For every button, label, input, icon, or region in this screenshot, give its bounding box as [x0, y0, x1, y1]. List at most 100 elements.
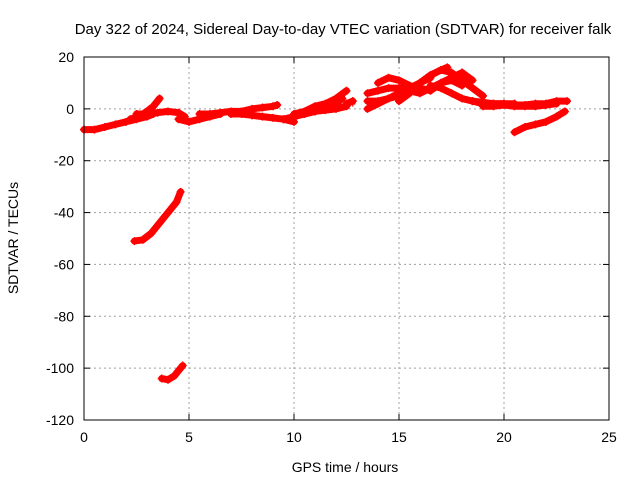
series-14-point-5: [447, 68, 456, 77]
series-20-point-2: [170, 371, 179, 380]
series-5-point-2: [248, 111, 256, 120]
series-2-point-2: [153, 108, 162, 117]
series-11-point-0: [363, 89, 372, 98]
isolated-marker-0: +: [185, 115, 192, 129]
series-16-point-0: [468, 97, 477, 106]
series-15-point-0: [426, 81, 435, 90]
series-2-point-0: [132, 110, 141, 119]
series-20-point-0: [157, 374, 166, 383]
series-18-point-1: [521, 123, 529, 132]
series-17-point-5: [531, 102, 540, 111]
series-19-point-2: [147, 229, 156, 238]
series-4-point-6: [258, 103, 267, 112]
series-18-point-0: [510, 128, 519, 137]
series-5-point-1: [237, 110, 246, 119]
x-tick-label-5: 25: [601, 429, 617, 445]
series-7-point-5: [342, 86, 351, 95]
series-3-point-0: [174, 115, 183, 124]
y-axis-label: SDTVAR / TECUs: [5, 182, 21, 294]
series-17-point-0: [479, 102, 487, 111]
series-17-point-4: [521, 102, 529, 111]
series-14-point-7: [468, 84, 477, 93]
series-14-point-1: [405, 89, 414, 98]
series-3-point-1: [185, 117, 193, 126]
series-1-point-3: [149, 102, 158, 111]
series-17-point-6: [542, 100, 550, 109]
series-8-point-0: [300, 110, 309, 119]
series-19-point-0: [130, 237, 139, 246]
y-tick-label-1: 0: [66, 101, 74, 117]
series-1-point-4: [155, 94, 164, 103]
series-11-point-1: [374, 86, 382, 95]
series-0-point-2: [101, 123, 109, 132]
series-7-point-4: [332, 94, 340, 103]
x-axis-label: GPS time / hours: [292, 459, 399, 475]
series-19-point-3: [155, 218, 164, 227]
axis-layer: 0 5 10 15 20 25 20 0 -20 -40 -60 -80 -100 -120: [46, 49, 617, 445]
series-8-point-1: [311, 107, 319, 116]
series-2-point-3: [164, 107, 172, 116]
y-tick-label-6: -100: [46, 360, 74, 376]
series-4-point-8: [273, 100, 282, 109]
series-14-point-2: [416, 78, 424, 87]
x-tick-label-1: 5: [185, 429, 193, 445]
series-19-point-1: [138, 235, 147, 244]
series-2-point-1: [143, 110, 151, 119]
series-11-point-2: [384, 84, 393, 93]
series-5-point-4: [269, 113, 277, 122]
x-tick-label-4: 20: [496, 429, 512, 445]
series-17-point-1: [489, 102, 498, 111]
series-0-point-1: [90, 125, 99, 134]
series-20-point-4: [178, 361, 187, 370]
y-tick-label-2: -20: [54, 153, 74, 169]
series-4-point-0: [195, 110, 204, 119]
series-6-point-0: [279, 115, 288, 124]
series-15-point-2: [447, 89, 456, 98]
series-14-point-0: [395, 97, 403, 106]
series-7-point-0: [290, 110, 298, 119]
series-8-point-2: [321, 106, 330, 115]
series-13-point-1: [384, 73, 393, 82]
series-19-point-6: [176, 187, 185, 196]
series-13-point-0: [374, 78, 382, 87]
series-18-point-2: [531, 120, 540, 129]
series-4-point-2: [216, 108, 225, 117]
y-tick-label-3: -40: [54, 205, 74, 221]
series-18-point-5: [560, 107, 569, 116]
series-16-point-9: [563, 97, 571, 106]
isolated-marker-1: ‡: [349, 95, 356, 109]
series-20-point-3: [174, 366, 183, 375]
y-tick-label-7: -120: [46, 412, 74, 428]
series-15-point-1: [437, 84, 445, 93]
series-13-point-2: [395, 76, 403, 85]
series-14-point-3: [426, 71, 435, 80]
x-tick-label-2: 10: [286, 429, 302, 445]
series-12-point-0: [363, 97, 372, 106]
series-0-point-3: [111, 120, 120, 129]
series-trace-19: [130, 188, 185, 245]
series-12-point-1: [374, 97, 382, 106]
series-20-point-1: [164, 375, 172, 384]
series-13-point-8: [458, 68, 466, 77]
series-15-point-3: [458, 94, 466, 103]
series-19-point-5: [172, 198, 181, 207]
series-18-point-3: [542, 117, 550, 126]
series-14-point-6: [458, 76, 466, 85]
series-17-point-7: [552, 99, 561, 108]
y-tick-label-0: 20: [58, 49, 74, 65]
series-8-point-3: [332, 104, 340, 113]
series-13-point-9: [468, 76, 477, 85]
series-19-point-4: [164, 208, 172, 217]
x-tick-label-0: 0: [80, 429, 88, 445]
series-17-point-2: [500, 100, 508, 109]
series-5-point-3: [258, 112, 267, 121]
series-13-point-3: [405, 81, 414, 90]
series-trace-18: [511, 107, 569, 136]
chart-title: Day 322 of 2024, Sidereal Day-to-day VTE…: [75, 21, 612, 38]
series-9-point-1: [348, 97, 357, 106]
series-4-point-1: [206, 110, 214, 119]
series-layer: [80, 63, 571, 384]
series-14-point-4: [437, 65, 445, 74]
series-5-point-0: [227, 110, 235, 119]
